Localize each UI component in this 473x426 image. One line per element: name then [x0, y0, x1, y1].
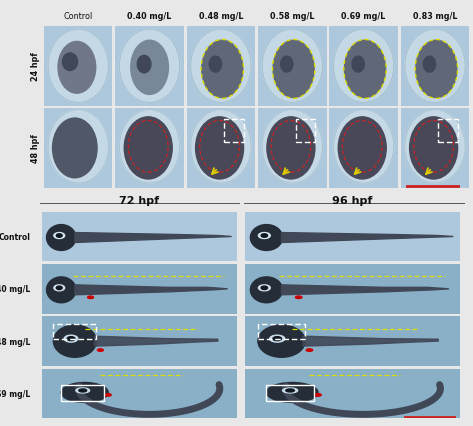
- Ellipse shape: [120, 30, 180, 103]
- Polygon shape: [281, 233, 453, 243]
- Ellipse shape: [53, 325, 96, 357]
- Ellipse shape: [120, 110, 180, 184]
- Ellipse shape: [333, 110, 394, 184]
- Bar: [61, 385, 104, 401]
- Ellipse shape: [67, 337, 75, 341]
- Bar: [296, 120, 315, 142]
- Text: 0.48 mg/L: 0.48 mg/L: [0, 337, 31, 346]
- Ellipse shape: [266, 383, 318, 403]
- Polygon shape: [281, 285, 449, 295]
- Ellipse shape: [423, 57, 436, 73]
- Ellipse shape: [202, 41, 243, 98]
- Text: 0.58 mg/L: 0.58 mg/L: [270, 12, 315, 20]
- Ellipse shape: [46, 225, 76, 251]
- Ellipse shape: [296, 296, 302, 299]
- Text: 24 hpf: 24 hpf: [31, 52, 40, 81]
- Ellipse shape: [105, 394, 111, 396]
- Ellipse shape: [48, 110, 108, 184]
- Ellipse shape: [53, 119, 97, 178]
- Ellipse shape: [61, 383, 108, 403]
- Ellipse shape: [79, 389, 87, 392]
- Text: 0.40 mg/L: 0.40 mg/L: [127, 12, 172, 20]
- Ellipse shape: [209, 57, 222, 73]
- Ellipse shape: [258, 233, 270, 239]
- Text: 48 hpf: 48 hpf: [31, 134, 40, 163]
- Ellipse shape: [54, 285, 65, 291]
- Ellipse shape: [46, 277, 76, 303]
- Text: 0.69 mg/L: 0.69 mg/L: [0, 389, 31, 398]
- Ellipse shape: [191, 110, 251, 184]
- Ellipse shape: [410, 118, 457, 179]
- Ellipse shape: [76, 388, 89, 393]
- Ellipse shape: [131, 41, 168, 95]
- Ellipse shape: [405, 110, 465, 184]
- Ellipse shape: [315, 394, 321, 396]
- Ellipse shape: [261, 234, 268, 238]
- Ellipse shape: [137, 56, 151, 74]
- Text: Control: Control: [63, 12, 93, 20]
- Ellipse shape: [273, 337, 281, 341]
- Polygon shape: [95, 337, 218, 346]
- Bar: [53, 325, 96, 340]
- Ellipse shape: [62, 54, 78, 71]
- Ellipse shape: [56, 286, 62, 290]
- Ellipse shape: [282, 388, 298, 393]
- Ellipse shape: [54, 233, 65, 239]
- Ellipse shape: [191, 30, 251, 103]
- Ellipse shape: [261, 286, 268, 290]
- Text: 0.69 mg/L: 0.69 mg/L: [342, 12, 386, 20]
- Ellipse shape: [416, 41, 457, 98]
- Ellipse shape: [88, 296, 94, 299]
- Ellipse shape: [333, 30, 394, 103]
- Ellipse shape: [344, 41, 385, 98]
- Ellipse shape: [280, 57, 293, 73]
- Text: 0.48 mg/L: 0.48 mg/L: [199, 12, 243, 20]
- Bar: [266, 385, 314, 401]
- Ellipse shape: [338, 118, 386, 179]
- Ellipse shape: [64, 335, 78, 343]
- Ellipse shape: [250, 225, 282, 251]
- Polygon shape: [75, 233, 232, 243]
- Bar: [224, 120, 244, 142]
- Text: 0.40 mg/L: 0.40 mg/L: [0, 285, 31, 294]
- Ellipse shape: [195, 118, 244, 179]
- Ellipse shape: [58, 42, 96, 94]
- Text: 72 hpf: 72 hpf: [120, 196, 159, 205]
- Ellipse shape: [352, 57, 364, 73]
- Bar: [438, 120, 457, 142]
- Text: Control: Control: [0, 233, 31, 242]
- Ellipse shape: [97, 349, 103, 351]
- Ellipse shape: [262, 30, 323, 103]
- Ellipse shape: [405, 30, 465, 103]
- Polygon shape: [75, 285, 228, 295]
- Bar: [258, 325, 305, 340]
- Ellipse shape: [273, 41, 314, 98]
- Ellipse shape: [48, 30, 108, 103]
- Ellipse shape: [286, 389, 294, 392]
- Ellipse shape: [306, 349, 313, 351]
- Ellipse shape: [258, 325, 305, 357]
- Ellipse shape: [56, 234, 62, 238]
- Polygon shape: [303, 337, 438, 346]
- Ellipse shape: [262, 110, 323, 184]
- Ellipse shape: [267, 118, 315, 179]
- Ellipse shape: [124, 118, 172, 179]
- Ellipse shape: [250, 277, 282, 303]
- Ellipse shape: [270, 335, 285, 343]
- Ellipse shape: [258, 285, 270, 291]
- Text: 0.83 mg/L: 0.83 mg/L: [413, 12, 457, 20]
- Text: 96 hpf: 96 hpf: [332, 196, 373, 205]
